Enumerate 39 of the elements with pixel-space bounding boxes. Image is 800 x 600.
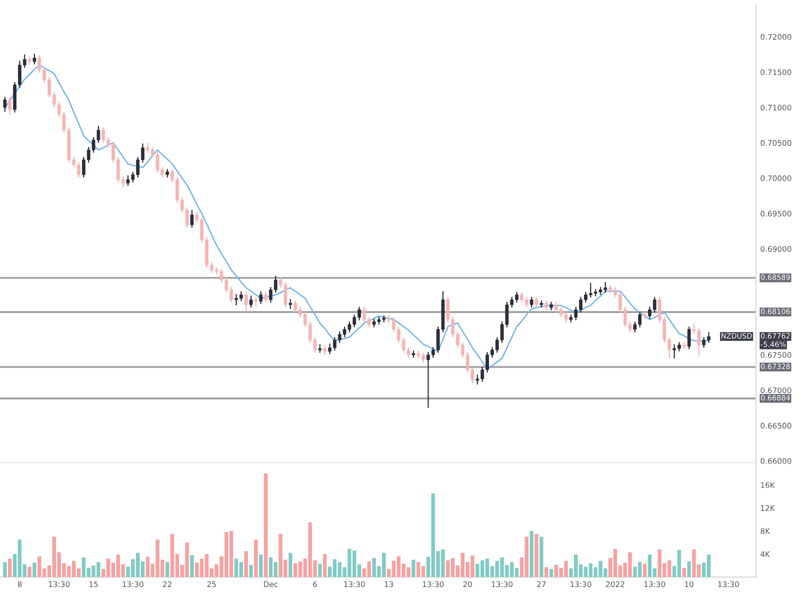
candlestick [259, 290, 263, 305]
bar [190, 555, 194, 578]
bar [323, 554, 327, 578]
bar [264, 473, 268, 578]
candlestick [534, 296, 538, 308]
candlestick [32, 53, 36, 65]
candlestick [244, 291, 248, 314]
bar [28, 566, 32, 578]
bar [412, 560, 416, 578]
bar [288, 552, 292, 578]
bar [166, 562, 170, 578]
bar [244, 551, 248, 578]
candlestick [288, 298, 292, 310]
bar [3, 562, 7, 578]
bar [254, 540, 258, 578]
candlestick [643, 311, 646, 320]
bar [8, 558, 12, 578]
candlestick [254, 296, 258, 308]
bar [687, 561, 691, 578]
bar [544, 567, 548, 578]
candlestick [249, 294, 253, 308]
bar [249, 564, 253, 578]
bar [540, 536, 544, 578]
candlestick [323, 345, 327, 356]
bar [682, 568, 686, 578]
candlestick [3, 96, 7, 112]
candlestick [190, 209, 194, 228]
bar [318, 564, 322, 578]
bar [642, 564, 647, 578]
bar [259, 554, 263, 578]
candlestick [530, 296, 534, 308]
bar [530, 530, 534, 578]
candlestick [544, 300, 548, 311]
bar [549, 568, 554, 578]
candlestick [264, 291, 268, 304]
bar [534, 534, 538, 578]
bar [32, 562, 36, 578]
candlestick [687, 326, 691, 350]
candlestick [8, 96, 12, 116]
